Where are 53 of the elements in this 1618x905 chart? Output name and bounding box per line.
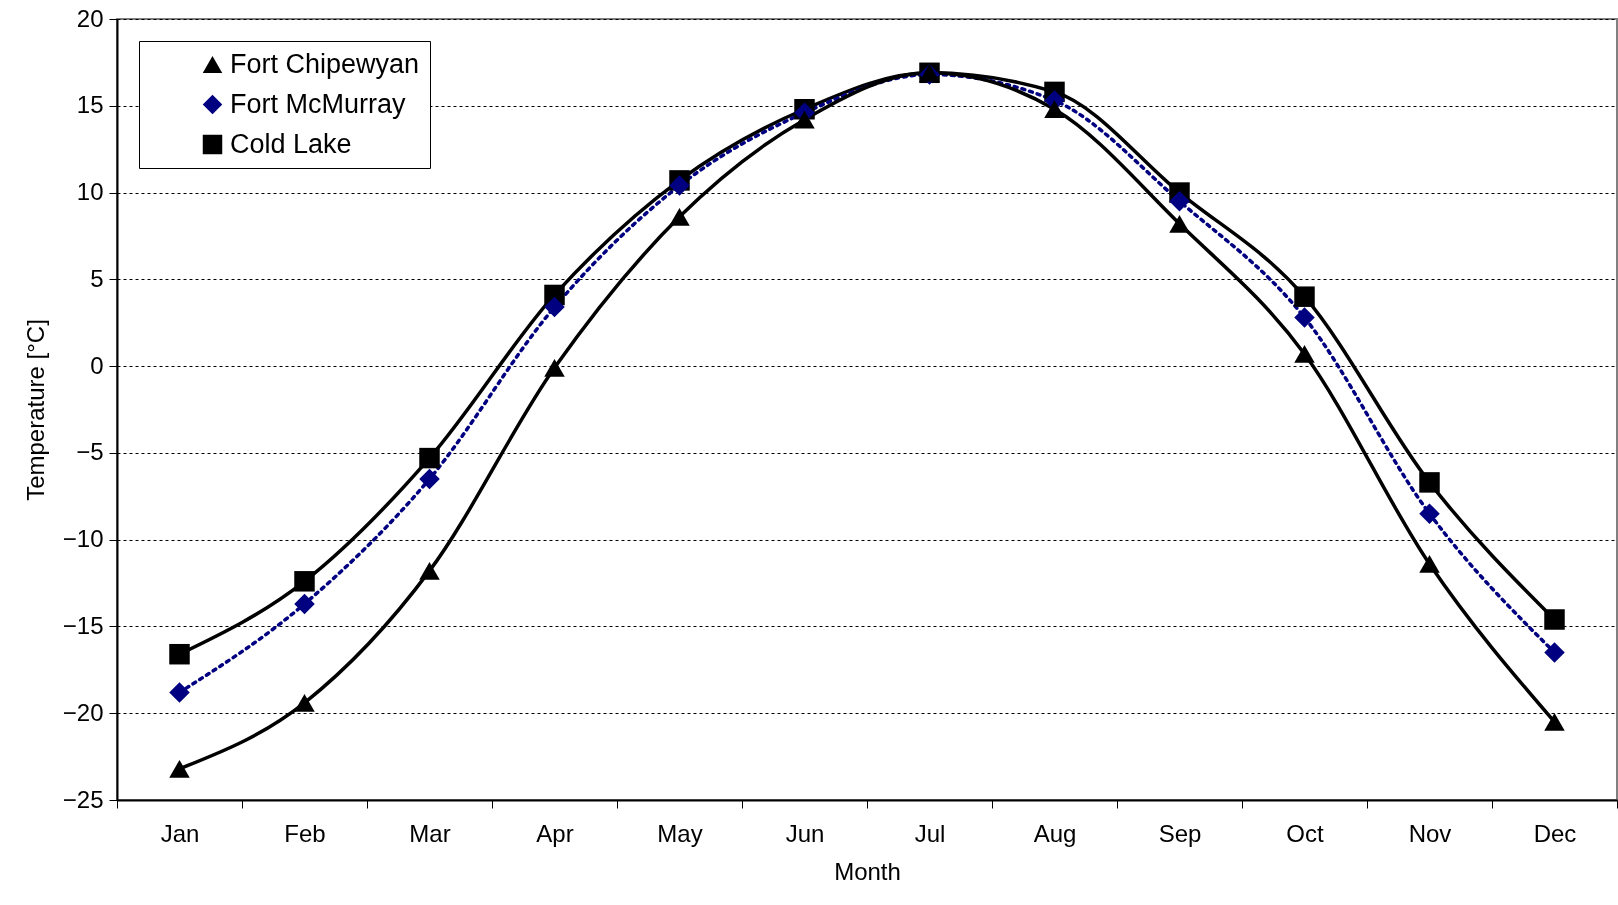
point (1544, 609, 1565, 630)
point (1294, 345, 1315, 363)
point (1419, 503, 1440, 524)
y-tick-label: 10 (76, 178, 104, 206)
y-tick-label: −5 (76, 438, 104, 466)
point (419, 468, 440, 490)
point (544, 296, 565, 318)
x-tick-label: Dec (1533, 819, 1577, 847)
point (1544, 642, 1565, 663)
point (794, 110, 815, 129)
point (1169, 214, 1190, 233)
x-tick-label: Mar (409, 819, 451, 847)
y-tick-label: 20 (76, 4, 104, 32)
x-tick-label: May (657, 819, 703, 847)
x-tick-label: Jan (160, 819, 200, 847)
x-tick-label: Sep (1158, 819, 1202, 847)
legend-label: Fort McMurray (230, 88, 406, 119)
legend-label: Fort Chipewyan (230, 48, 420, 79)
point (1544, 713, 1565, 731)
point (1419, 555, 1440, 573)
point (419, 447, 440, 469)
x-tick-label: Jul (914, 819, 946, 847)
legend-label: Cold Lake (230, 128, 352, 159)
point (419, 562, 440, 580)
y-tick-label: 15 (76, 91, 104, 119)
point (294, 693, 315, 712)
x-tick-label: Jun (785, 819, 825, 847)
y-tick-label: 5 (90, 264, 104, 292)
point (294, 593, 315, 615)
x-tick-label: Aug (1033, 819, 1077, 847)
x-tick-label: Nov (1408, 819, 1452, 847)
y-tick-label: −10 (62, 525, 104, 553)
y-tick-label: −25 (62, 785, 104, 813)
x-tick-label: Feb (284, 819, 326, 847)
point (1169, 190, 1190, 212)
point (544, 358, 565, 377)
y-tick-label: −20 (62, 698, 104, 726)
point (1419, 472, 1440, 493)
x-tick-label: Apr (536, 819, 574, 847)
y-tick-label: 0 (90, 351, 104, 379)
point (169, 682, 190, 703)
point (669, 207, 690, 226)
y-axis-title: Temperature [°C] (21, 319, 49, 501)
x-axis-title: Month (834, 857, 901, 885)
x-tick-label: Oct (1286, 819, 1324, 847)
point (169, 643, 190, 665)
y-tick-label: −15 (62, 611, 104, 639)
point (1044, 100, 1065, 119)
point (294, 571, 315, 592)
point (669, 175, 690, 196)
point (1294, 286, 1315, 307)
point (1294, 307, 1315, 328)
point (169, 759, 190, 778)
